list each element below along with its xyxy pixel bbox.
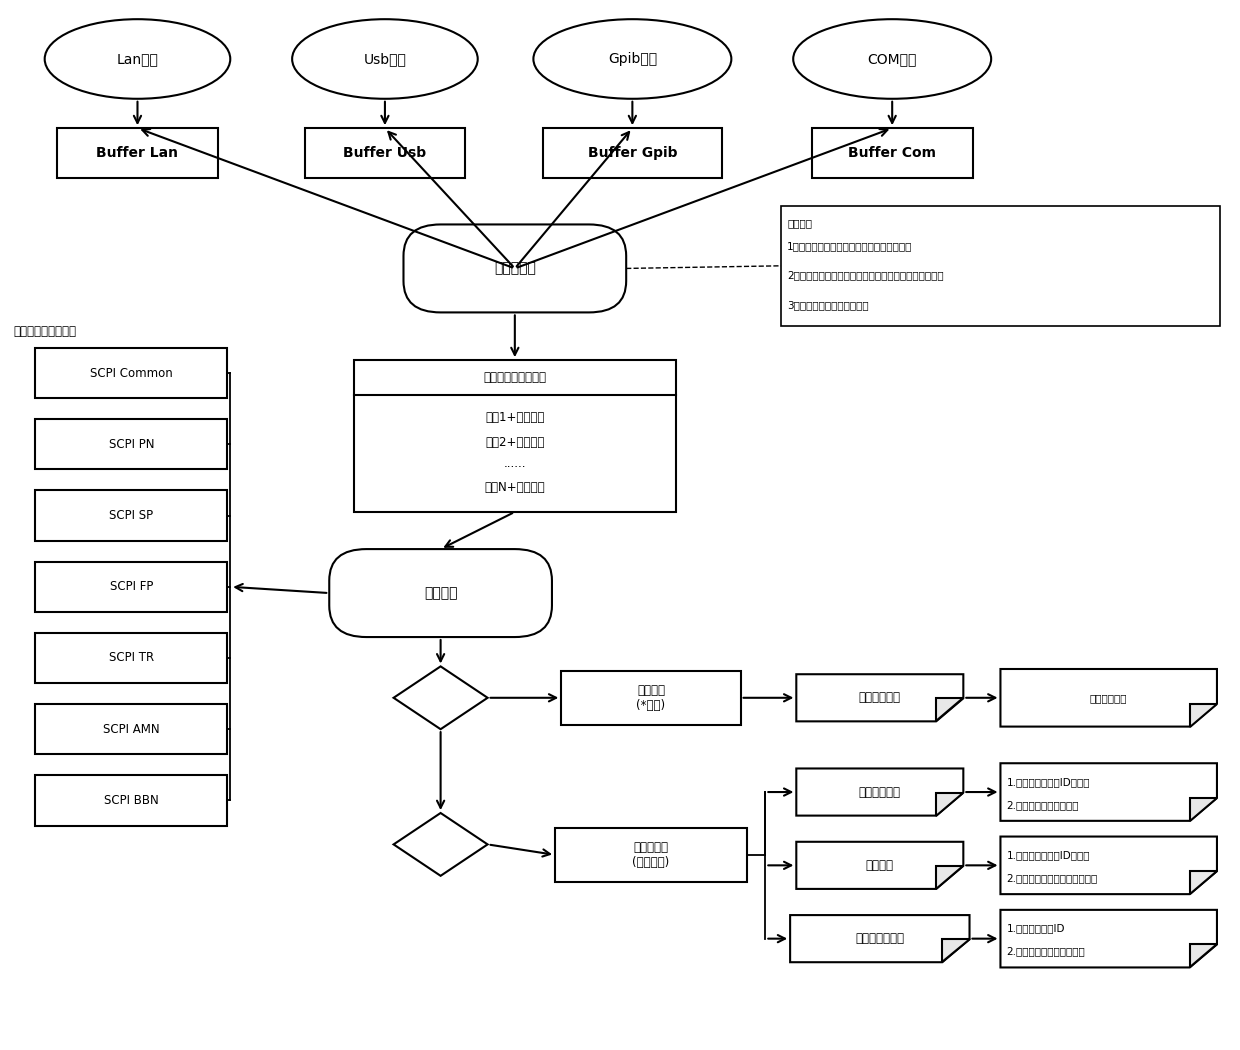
Polygon shape: [393, 813, 487, 876]
FancyBboxPatch shape: [812, 128, 972, 178]
Text: Buffer Gpib: Buffer Gpib: [588, 146, 677, 161]
Polygon shape: [1001, 763, 1216, 821]
Polygon shape: [936, 793, 963, 816]
FancyBboxPatch shape: [36, 348, 227, 398]
Text: Gpib线程: Gpib线程: [608, 52, 657, 66]
Polygon shape: [1001, 910, 1216, 967]
Polygon shape: [936, 698, 963, 721]
FancyBboxPatch shape: [562, 671, 740, 724]
FancyBboxPatch shape: [36, 490, 227, 541]
Ellipse shape: [45, 19, 231, 99]
Polygon shape: [942, 939, 970, 962]
Text: COM线程: COM线程: [868, 52, 916, 66]
Text: 2.将数据块存储到目标文件: 2.将数据块存储到目标文件: [1007, 946, 1085, 957]
Text: 命令解析: 命令解析: [424, 586, 458, 600]
Text: SCPI Common: SCPI Common: [91, 366, 172, 380]
Polygon shape: [790, 916, 970, 962]
Text: 1）命令规范化，不符合语法规范不做存储；: 1）命令规范化，不符合语法规范不做存储；: [787, 242, 913, 251]
Text: 2.返回查询结果到相应程控端口: 2.返回查询结果到相应程控端口: [1007, 874, 1097, 883]
Polygon shape: [393, 667, 487, 729]
Polygon shape: [936, 866, 963, 889]
Text: 2.设置用户整机状态参数: 2.设置用户整机状态参数: [1007, 800, 1079, 810]
Text: 命令1+端口标识: 命令1+端口标识: [485, 412, 544, 424]
FancyBboxPatch shape: [36, 705, 227, 754]
FancyBboxPatch shape: [556, 827, 746, 882]
Text: 公共命令接收缓冲区: 公共命令接收缓冲区: [484, 372, 547, 384]
Text: 子系统命令
(仪器相关): 子系统命令 (仪器相关): [632, 841, 670, 869]
FancyBboxPatch shape: [36, 562, 227, 612]
Text: 1.转换输出命令ID: 1.转换输出命令ID: [1007, 923, 1065, 933]
Ellipse shape: [293, 19, 477, 99]
Polygon shape: [796, 769, 963, 816]
Text: ......: ......: [503, 457, 526, 470]
Text: SCPI AMN: SCPI AMN: [103, 722, 160, 736]
FancyBboxPatch shape: [57, 128, 218, 178]
FancyBboxPatch shape: [403, 225, 626, 313]
Text: 预解析：: 预解析：: [787, 218, 812, 228]
Polygon shape: [1001, 669, 1216, 727]
Text: 命令2+端口标识: 命令2+端口标识: [485, 437, 544, 449]
Ellipse shape: [533, 19, 732, 99]
Text: 命令预分析: 命令预分析: [494, 261, 536, 275]
Text: Buffer Usb: Buffer Usb: [343, 146, 427, 161]
Text: 普通设置命令: 普通设置命令: [859, 785, 900, 799]
FancyBboxPatch shape: [305, 128, 465, 178]
Text: 3）接收块数据到转储文件；: 3）接收块数据到转储文件；: [787, 300, 869, 310]
Text: Buffer Com: Buffer Com: [848, 146, 936, 161]
FancyBboxPatch shape: [330, 549, 552, 637]
Text: 执行命令功能: 执行命令功能: [859, 691, 900, 705]
Polygon shape: [1189, 872, 1216, 895]
Text: SCPI BBN: SCPI BBN: [104, 794, 159, 806]
Polygon shape: [796, 674, 963, 721]
Polygon shape: [796, 842, 963, 889]
Text: Lan线程: Lan线程: [117, 52, 159, 66]
Polygon shape: [1189, 944, 1216, 967]
Ellipse shape: [794, 19, 991, 99]
FancyBboxPatch shape: [543, 128, 722, 178]
Text: 命令N+端口标识: 命令N+端口标识: [485, 481, 546, 495]
Polygon shape: [1189, 704, 1216, 727]
Text: 查询命令: 查询命令: [866, 859, 894, 872]
Text: 各测量功能命令集：: 各测量功能命令集：: [14, 324, 77, 338]
FancyBboxPatch shape: [353, 360, 676, 512]
Text: SCPI PN: SCPI PN: [109, 438, 154, 450]
Text: 1.转换输出：命令ID和参数: 1.转换输出：命令ID和参数: [1007, 777, 1090, 786]
Text: Buffer Lan: Buffer Lan: [97, 146, 179, 161]
Text: Usb线程: Usb线程: [363, 52, 407, 66]
Text: 通用命令
(*命令): 通用命令 (*命令): [636, 684, 666, 712]
Text: 2）提取测量功能标识，确定命令所属测量功能命令树；: 2）提取测量功能标识，确定命令所属测量功能命令树；: [787, 271, 944, 280]
FancyBboxPatch shape: [781, 206, 1220, 327]
FancyBboxPatch shape: [36, 633, 227, 684]
Text: 数据块存储命令: 数据块存储命令: [856, 932, 904, 945]
Polygon shape: [1189, 798, 1216, 821]
Text: SCPI SP: SCPI SP: [109, 509, 154, 522]
Text: SCPI FP: SCPI FP: [109, 581, 153, 593]
Polygon shape: [1001, 837, 1216, 895]
FancyBboxPatch shape: [36, 419, 227, 469]
Text: 1.转换输出：命令ID和参数: 1.转换输出：命令ID和参数: [1007, 850, 1090, 860]
Text: 执行命令功能: 执行命令功能: [1090, 693, 1127, 702]
Text: SCPI TR: SCPI TR: [109, 651, 154, 665]
FancyBboxPatch shape: [36, 775, 227, 825]
